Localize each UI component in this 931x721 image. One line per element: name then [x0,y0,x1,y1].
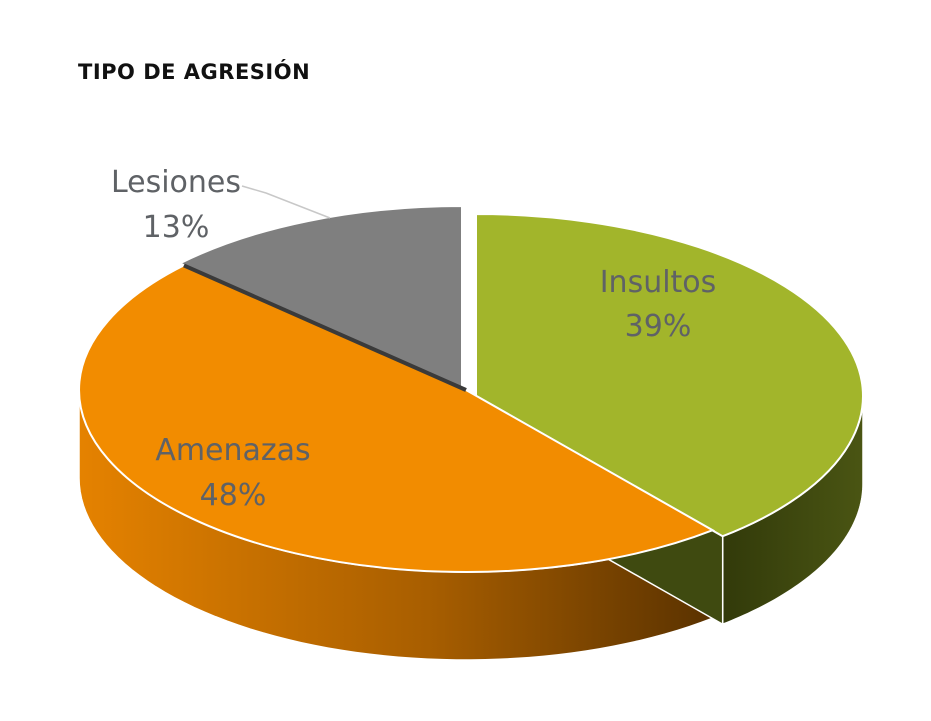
leader-line-lesiones [241,185,331,219]
slice-label-lesiones: Lesiones [111,165,241,200]
pie-slice-lesiones [177,204,463,390]
slice-label-insultos: Insultos [600,265,717,300]
slice-label-amenazas: Amenazas [155,433,310,468]
pie-tops [78,204,864,573]
slice-percent-insultos: 39% [625,309,692,344]
pie-labels: Insultos 39% Amenazas 48% Lesiones 13% [111,165,716,513]
pie-slice-insultos [475,212,864,538]
slice-percent-amenazas: 48% [200,478,267,513]
slice-edge-line [183,263,467,392]
pie-slice-amenazas [78,264,716,573]
slice-percent-lesiones: 13% [143,210,210,245]
chart-title: TIPO DE AGRESIÓN [78,60,311,84]
